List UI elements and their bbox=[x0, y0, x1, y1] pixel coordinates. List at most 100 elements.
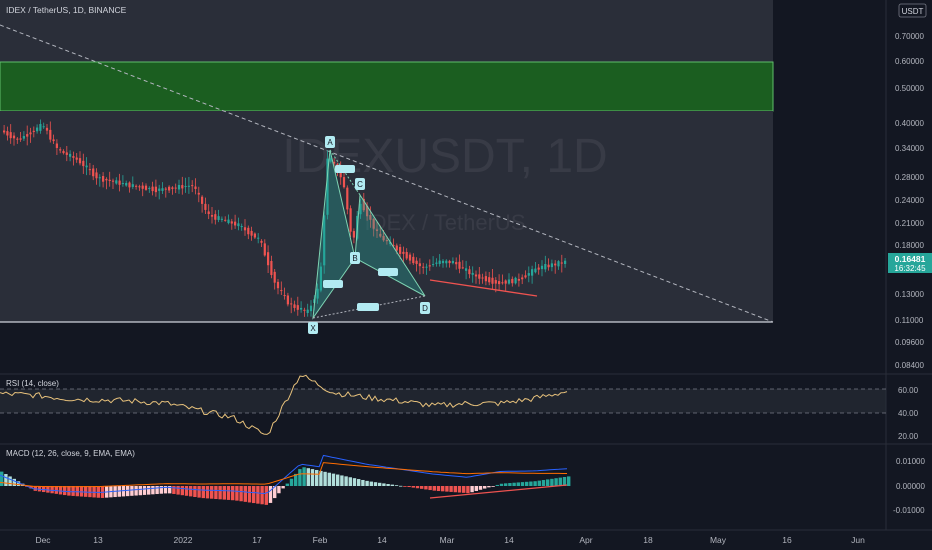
candle-body bbox=[36, 127, 39, 132]
candle-body bbox=[461, 267, 464, 269]
candle-body bbox=[346, 187, 349, 210]
candle-body bbox=[544, 263, 547, 270]
macd-bar bbox=[273, 486, 277, 499]
candle-body bbox=[273, 271, 276, 283]
time-tick: May bbox=[710, 535, 727, 545]
macd-bar bbox=[344, 476, 348, 486]
candle-body bbox=[62, 150, 65, 154]
candle-body bbox=[49, 129, 52, 140]
candle-body bbox=[247, 227, 250, 235]
candle-body bbox=[524, 275, 527, 278]
supply-zone bbox=[0, 61, 774, 112]
candle-body bbox=[263, 243, 266, 256]
candle-body bbox=[362, 198, 365, 211]
candle-body bbox=[78, 158, 82, 164]
candle-body bbox=[102, 176, 105, 182]
macd-bar bbox=[130, 486, 134, 496]
candle-body bbox=[158, 188, 161, 191]
macd-bar bbox=[180, 486, 184, 496]
macd-bar bbox=[193, 486, 197, 498]
macd-bar bbox=[277, 486, 281, 494]
macd-bar bbox=[54, 486, 58, 494]
macd-bar bbox=[369, 481, 373, 486]
candle-body bbox=[286, 295, 289, 305]
macd-bar bbox=[243, 486, 247, 502]
candle-body bbox=[177, 184, 181, 190]
price-tick: 0.60000 bbox=[895, 57, 924, 66]
macd-bar bbox=[159, 486, 163, 494]
candle-body bbox=[316, 288, 319, 299]
macd-bar bbox=[336, 474, 340, 486]
price-tick: 0.13000 bbox=[895, 290, 924, 299]
macd-bar bbox=[168, 486, 172, 494]
candle-body bbox=[319, 266, 322, 291]
candle-body bbox=[458, 261, 461, 269]
time-tick: 16 bbox=[782, 535, 792, 545]
macd-bar bbox=[252, 486, 256, 504]
macd-bar bbox=[562, 477, 567, 486]
candle-body bbox=[560, 262, 563, 264]
macd-bar bbox=[197, 486, 201, 498]
time-tick: 14 bbox=[504, 535, 514, 545]
candle-body bbox=[39, 124, 42, 131]
candle-body bbox=[108, 179, 111, 181]
candle-body bbox=[514, 277, 517, 284]
symbol-legend[interactable]: IDEX / TetherUS, 1D, BINANCE bbox=[6, 5, 127, 15]
candle-body bbox=[12, 135, 16, 139]
macd-bar bbox=[453, 486, 457, 493]
candle-body bbox=[471, 272, 474, 275]
price-tick: 0.40000 bbox=[895, 119, 924, 128]
candle-body bbox=[92, 168, 95, 177]
macd-label[interactable]: MACD (12, 26, close, 9, EMA, EMA) bbox=[6, 449, 135, 458]
macd-bar bbox=[449, 486, 453, 492]
macd-bar bbox=[546, 479, 550, 486]
candle-body bbox=[402, 251, 405, 254]
candle-body bbox=[296, 305, 299, 310]
currency-badge[interactable] bbox=[898, 3, 927, 18]
macd-bar bbox=[373, 482, 378, 486]
macd-bar bbox=[256, 486, 260, 504]
macd-bar bbox=[491, 486, 495, 487]
macd-bar bbox=[487, 486, 491, 488]
macd-bar bbox=[239, 486, 243, 502]
candle-body bbox=[210, 215, 214, 217]
macd-bar bbox=[470, 486, 474, 493]
harmonic-point-c: C bbox=[355, 178, 365, 190]
harmonic-point-d: D bbox=[420, 302, 430, 314]
macd-bar bbox=[42, 486, 46, 493]
candle-body bbox=[441, 260, 445, 264]
candle-body bbox=[379, 233, 382, 237]
candle-body bbox=[105, 178, 108, 181]
macd-signal-line bbox=[0, 462, 567, 488]
candle-body bbox=[349, 208, 352, 232]
macd-bar bbox=[428, 486, 432, 491]
rsi-label[interactable]: RSI (14, close) bbox=[6, 379, 59, 388]
macd-bar bbox=[537, 480, 541, 486]
candle-body bbox=[72, 156, 75, 158]
macd-bar bbox=[289, 478, 294, 486]
macd-bar bbox=[352, 478, 357, 486]
candle-body bbox=[6, 131, 9, 136]
harmonic-point-a: A bbox=[325, 136, 335, 148]
candle-body bbox=[250, 230, 253, 236]
macd-bar bbox=[285, 483, 289, 486]
macd-bar bbox=[365, 480, 369, 486]
rsi-band bbox=[0, 389, 886, 413]
candle-body bbox=[511, 278, 514, 284]
macd-bar bbox=[348, 477, 352, 486]
candle-body bbox=[111, 180, 115, 182]
time-tick: 14 bbox=[377, 535, 387, 545]
candle-body bbox=[22, 136, 25, 139]
macd-bar bbox=[302, 467, 306, 486]
candle-body bbox=[19, 138, 22, 140]
macd-bar bbox=[176, 486, 180, 495]
time-tick: Mar bbox=[440, 535, 455, 545]
candle-body bbox=[243, 227, 247, 231]
candle-body bbox=[399, 247, 402, 254]
macd-bar bbox=[184, 486, 189, 496]
macd-bar bbox=[520, 482, 525, 486]
macd-bar bbox=[218, 486, 222, 500]
macd-bar bbox=[222, 486, 226, 500]
macd-bar bbox=[554, 478, 558, 486]
